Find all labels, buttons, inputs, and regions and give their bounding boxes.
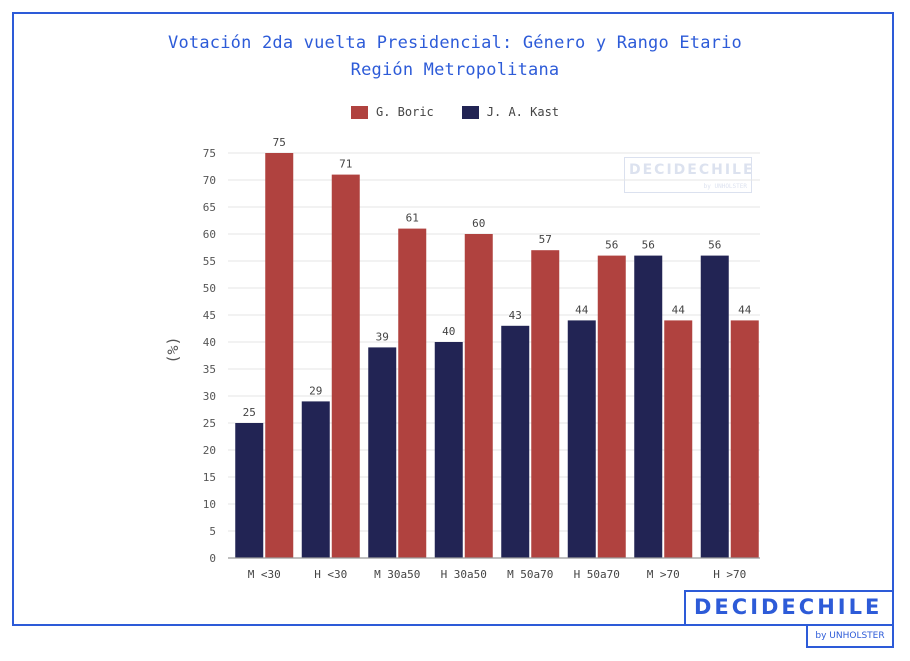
- y-tick-label: 30: [203, 390, 216, 403]
- y-tick-label: 15: [203, 471, 216, 484]
- bar-value-label: 75: [273, 136, 286, 149]
- legend-item-kast: J. A. Kast: [461, 105, 560, 119]
- bar-value-label: 40: [442, 325, 455, 338]
- y-tick-label: 40: [203, 336, 216, 349]
- y-tick-label: 25: [203, 417, 216, 430]
- x-tick-label: M <30: [248, 568, 281, 581]
- y-tick-label: 60: [203, 228, 216, 241]
- chart-subtitle: Región Metropolitana: [350, 60, 560, 80]
- bar-value-label: 44: [575, 303, 589, 316]
- bar-value-label: 25: [243, 406, 256, 419]
- bar-boric: [664, 320, 693, 558]
- y-tick-label: 70: [203, 174, 216, 187]
- watermark: DECIDECHILE by UNHOLSTER: [624, 157, 755, 193]
- legend-label-boric: G. Boric: [375, 105, 434, 119]
- y-tick-label: 45: [203, 309, 216, 322]
- legend-label-kast: J. A. Kast: [486, 105, 560, 119]
- y-tick-label: 75: [203, 147, 216, 160]
- bar-boric: [730, 320, 759, 558]
- bar-boric: [531, 250, 560, 558]
- bar-kast: [235, 423, 264, 558]
- y-tick-label: 35: [203, 363, 216, 376]
- y-tick-label: 0: [209, 552, 216, 565]
- bar-value-label: 61: [406, 212, 419, 225]
- y-axis-label: (%): [164, 336, 182, 363]
- bar-boric: [597, 255, 626, 558]
- bar-value-label: 56: [708, 239, 721, 252]
- x-tick-label: M >70: [647, 568, 680, 581]
- brand-logo: DECIDECHILE: [684, 590, 894, 626]
- x-tick-label: M 50a70: [507, 568, 553, 581]
- bar-boric: [464, 234, 493, 558]
- chart-title: Votación 2da vuelta Presidencial: Género…: [168, 33, 742, 53]
- legend-swatch-boric: [350, 105, 368, 119]
- x-tick-label: M 30a50: [374, 568, 420, 581]
- bar-kast: [368, 347, 397, 558]
- bar-kast: [634, 255, 663, 558]
- y-tick-label: 5: [209, 525, 216, 538]
- x-tick-label: H 50a70: [574, 568, 620, 581]
- y-tick-label: 10: [203, 498, 216, 511]
- bar-value-label: 71: [339, 158, 352, 171]
- bar-boric: [265, 153, 294, 558]
- bar-value-label: 43: [509, 309, 522, 322]
- bar-boric: [398, 228, 427, 558]
- x-tick-label: H >70: [713, 568, 746, 581]
- bar-value-label: 56: [642, 239, 655, 252]
- y-tick-label: 20: [203, 444, 216, 457]
- legend: G. Boric J. A. Kast: [0, 105, 910, 119]
- legend-item-boric: G. Boric: [350, 105, 434, 119]
- y-tick-label: 65: [203, 201, 216, 214]
- y-tick-label: 50: [203, 282, 216, 295]
- bar-kast: [301, 401, 330, 558]
- bar-value-label: 44: [738, 303, 752, 316]
- bar-kast: [434, 342, 463, 558]
- bar-kast: [700, 255, 729, 558]
- legend-swatch-kast: [461, 105, 479, 119]
- bar-value-label: 29: [309, 384, 322, 397]
- x-tick-label: H <30: [314, 568, 347, 581]
- y-tick-label: 55: [203, 255, 216, 268]
- bar-value-label: 39: [376, 330, 389, 343]
- bar-boric: [331, 174, 360, 558]
- brand-byline: by UNHOLSTER: [806, 626, 894, 648]
- bar-value-label: 57: [539, 233, 552, 246]
- watermark-byline: by UNHOLSTER: [703, 183, 747, 190]
- bar-value-label: 56: [605, 239, 618, 252]
- brand-logo-text: DECIDECHILE: [694, 595, 883, 619]
- bar-value-label: 44: [672, 303, 686, 316]
- bar-value-label: 60: [472, 217, 485, 230]
- x-tick-label: H 30a50: [441, 568, 487, 581]
- bar-kast: [567, 320, 596, 558]
- watermark-text: DECIDECHILE: [629, 162, 755, 178]
- bar-kast: [501, 325, 530, 558]
